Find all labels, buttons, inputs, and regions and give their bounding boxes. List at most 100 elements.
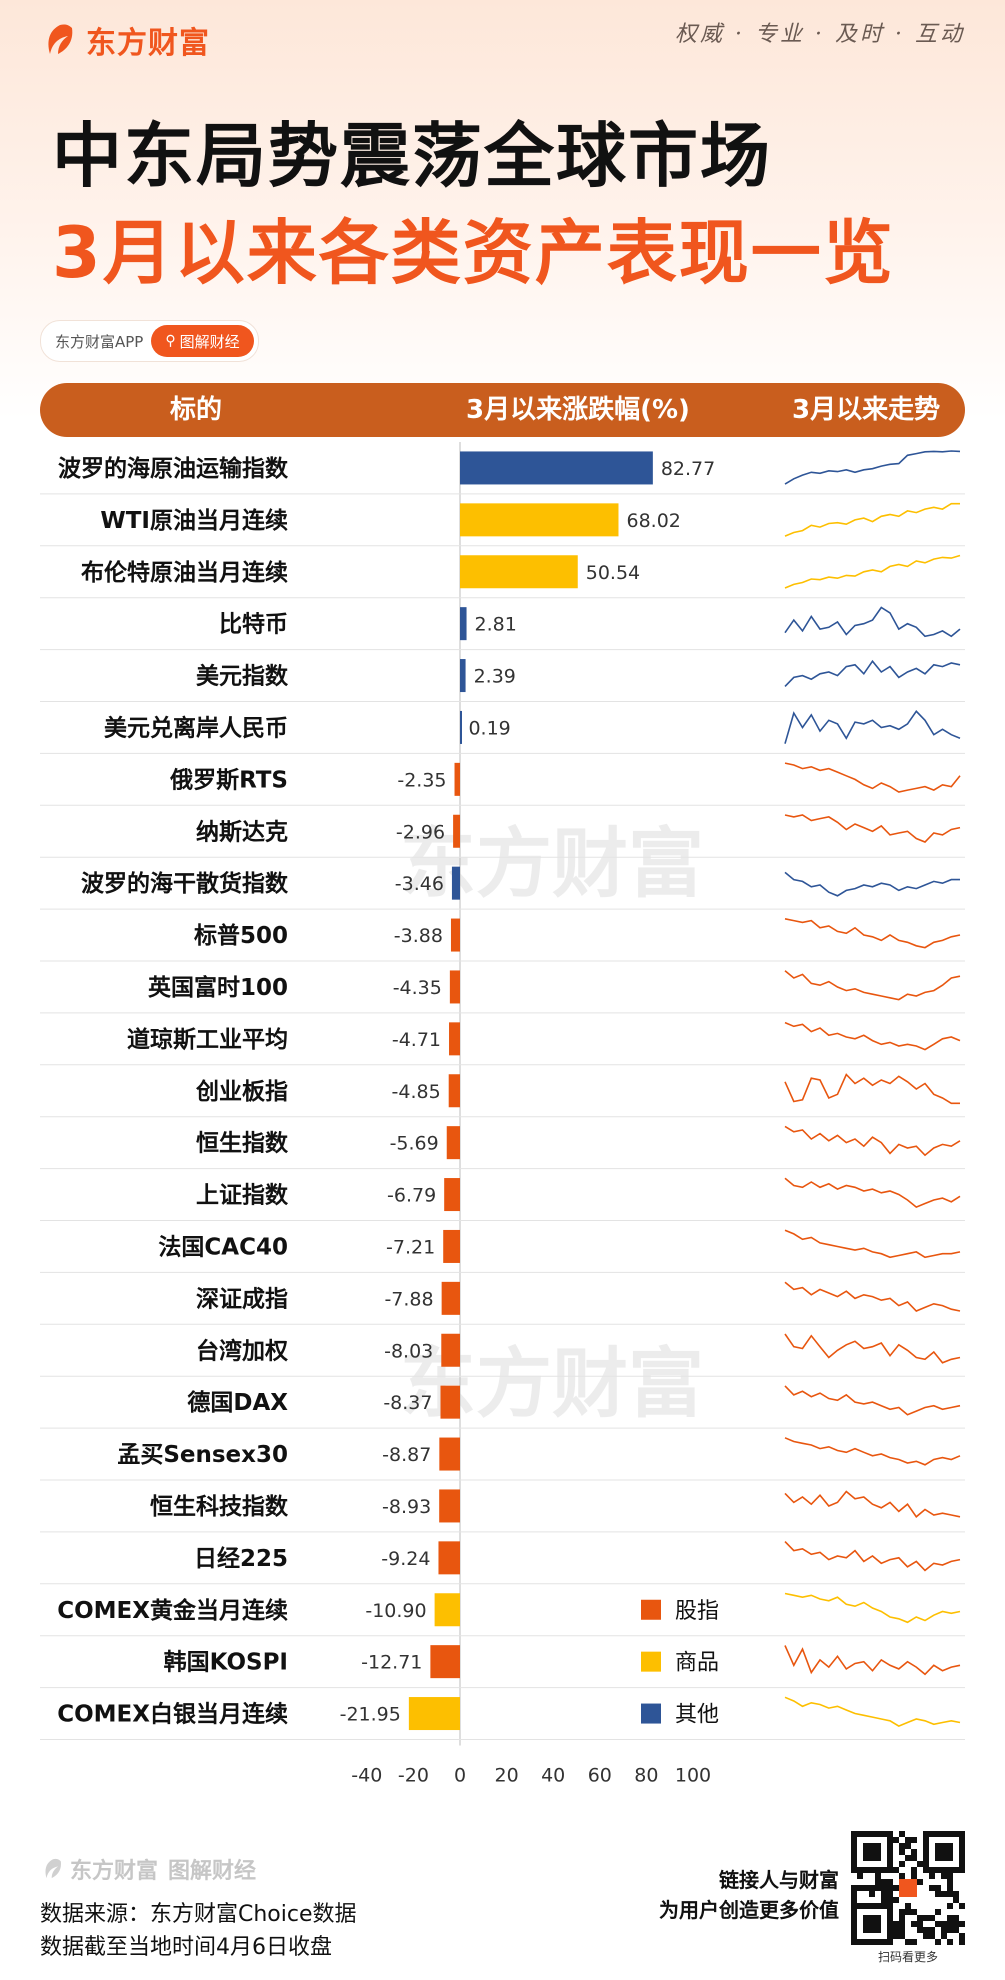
legend-swatch (641, 1651, 661, 1672)
row-label: 台湾加权 (196, 1337, 288, 1364)
bar (450, 918, 460, 952)
app-name: 东方财富APP (55, 332, 144, 351)
data-label: -5.69 (390, 1133, 439, 1155)
bar (460, 607, 467, 641)
row-label: 深证成指 (196, 1286, 288, 1312)
data-source: 数据来源：东方财富Choice数据 (40, 1902, 357, 1927)
trend-sparkline (784, 606, 961, 638)
column-tag-button[interactable]: ⚲ 图解财经 (151, 325, 254, 357)
row-label: 德国DAX (187, 1389, 288, 1416)
row-label: 比特币 (219, 612, 288, 638)
data-label: -4.35 (393, 977, 442, 999)
row-label: 纳斯达克 (196, 818, 288, 845)
bar (460, 503, 619, 537)
data-cutoff: 数据截至当地时间4月6日收盘 (40, 1935, 332, 1960)
trend-sparkline (784, 502, 960, 537)
row-label: 法国CAC40 (158, 1234, 288, 1260)
trend-sparkline (784, 1437, 961, 1466)
trend-sparkline (784, 554, 961, 589)
trend-sparkline (784, 450, 961, 485)
page-title: 中东局势震荡全球市场 (52, 115, 772, 197)
trend-sparkline (784, 1021, 961, 1051)
data-label: -7.88 (384, 1288, 433, 1310)
data-label: -3.46 (395, 873, 444, 895)
legend-swatch (641, 1599, 661, 1620)
row-label: 上证指数 (196, 1183, 289, 1209)
footer-column-tag: 图解财经 (168, 1859, 257, 1884)
trend-sparkline (784, 1125, 961, 1157)
bar (439, 1489, 460, 1523)
data-label: 50.54 (586, 562, 640, 584)
data-label: -8.37 (383, 1392, 432, 1414)
qr-code[interactable] (848, 1828, 968, 1946)
data-label: -21.95 (340, 1704, 401, 1726)
qr-code-icon (851, 1831, 965, 1945)
x-tick-label: 0 (454, 1765, 466, 1787)
data-label: -3.88 (394, 925, 443, 947)
x-tick-label: -20 (398, 1765, 429, 1787)
search-icon: ⚲ (165, 333, 176, 349)
x-tick-label: 40 (541, 1765, 565, 1787)
data-label: -8.93 (382, 1496, 431, 1518)
bar (443, 1229, 460, 1263)
bar (460, 555, 578, 589)
x-tick-label: 100 (675, 1765, 711, 1787)
data-label: 2.81 (475, 614, 517, 636)
bar (454, 762, 460, 796)
bar (453, 814, 460, 848)
bar (460, 451, 653, 485)
data-label: -4.71 (392, 1029, 441, 1051)
bar (449, 970, 460, 1004)
data-label: -2.96 (396, 821, 445, 843)
legend-label: 商品 (675, 1651, 719, 1676)
bar (451, 866, 460, 900)
row-label: 美元指数 (196, 663, 289, 690)
bar (438, 1541, 460, 1575)
bar (449, 1022, 460, 1056)
column-tag-label: 图解财经 (179, 332, 240, 351)
trend-sparkline (784, 1696, 961, 1727)
trend-sparkline (784, 814, 961, 843)
header-trend: 3月以来走势 (792, 395, 941, 425)
brand-slogan: 权威 · 专业 · 及时 · 互动 (675, 22, 965, 47)
qr-slogan-1: 链接人与财富 (719, 1868, 839, 1892)
trend-sparkline (784, 762, 961, 793)
row-label: WTI原油当月连续 (100, 507, 288, 534)
row-label: 标普500 (194, 922, 288, 949)
header-target: 标的 (170, 395, 223, 425)
row-label: 美元兑离岸人民币 (104, 714, 288, 741)
bar (430, 1645, 460, 1679)
bar (448, 1074, 460, 1108)
row-label: 俄罗斯RTS (169, 766, 288, 793)
legend-label: 股指 (675, 1599, 719, 1624)
footer-brand-name: 东方财富 (70, 1859, 159, 1884)
bar (441, 1333, 460, 1367)
brand-logo-icon (48, 24, 73, 54)
trend-sparkline (784, 918, 961, 949)
data-label: -12.71 (361, 1652, 422, 1674)
footer-logo: 东方财富 图解财经 (40, 1853, 256, 1885)
row-label: 波罗的海干散货指数 (81, 870, 289, 897)
trend-sparkline (784, 1073, 960, 1105)
data-label: -9.24 (381, 1548, 430, 1570)
qr-caption: 扫码看更多 (877, 1950, 938, 1964)
x-tick-label: 20 (495, 1765, 519, 1787)
trend-sparkline (784, 1490, 961, 1518)
brand-logo-icon (45, 1858, 62, 1879)
trend-sparkline (784, 710, 961, 744)
data-label: 2.39 (474, 666, 516, 688)
trend-sparkline (784, 1385, 961, 1416)
bar (446, 1126, 460, 1160)
page-subtitle: 3月以来各类资产表现一览 (52, 212, 895, 294)
data-label: 82.77 (661, 458, 715, 480)
table-header: 标的 3月以来涨跌幅(%) 3月以来走势 (40, 383, 965, 437)
bar (444, 1178, 460, 1212)
row-label: 日经225 (194, 1545, 288, 1572)
data-label: -10.90 (365, 1600, 426, 1622)
row-label: 英国富时100 (148, 974, 288, 1001)
row-label: 韩国KOSPI (164, 1649, 288, 1676)
bar (439, 1437, 460, 1471)
brand-logo: 东方财富 (40, 18, 210, 62)
bar (460, 710, 462, 744)
